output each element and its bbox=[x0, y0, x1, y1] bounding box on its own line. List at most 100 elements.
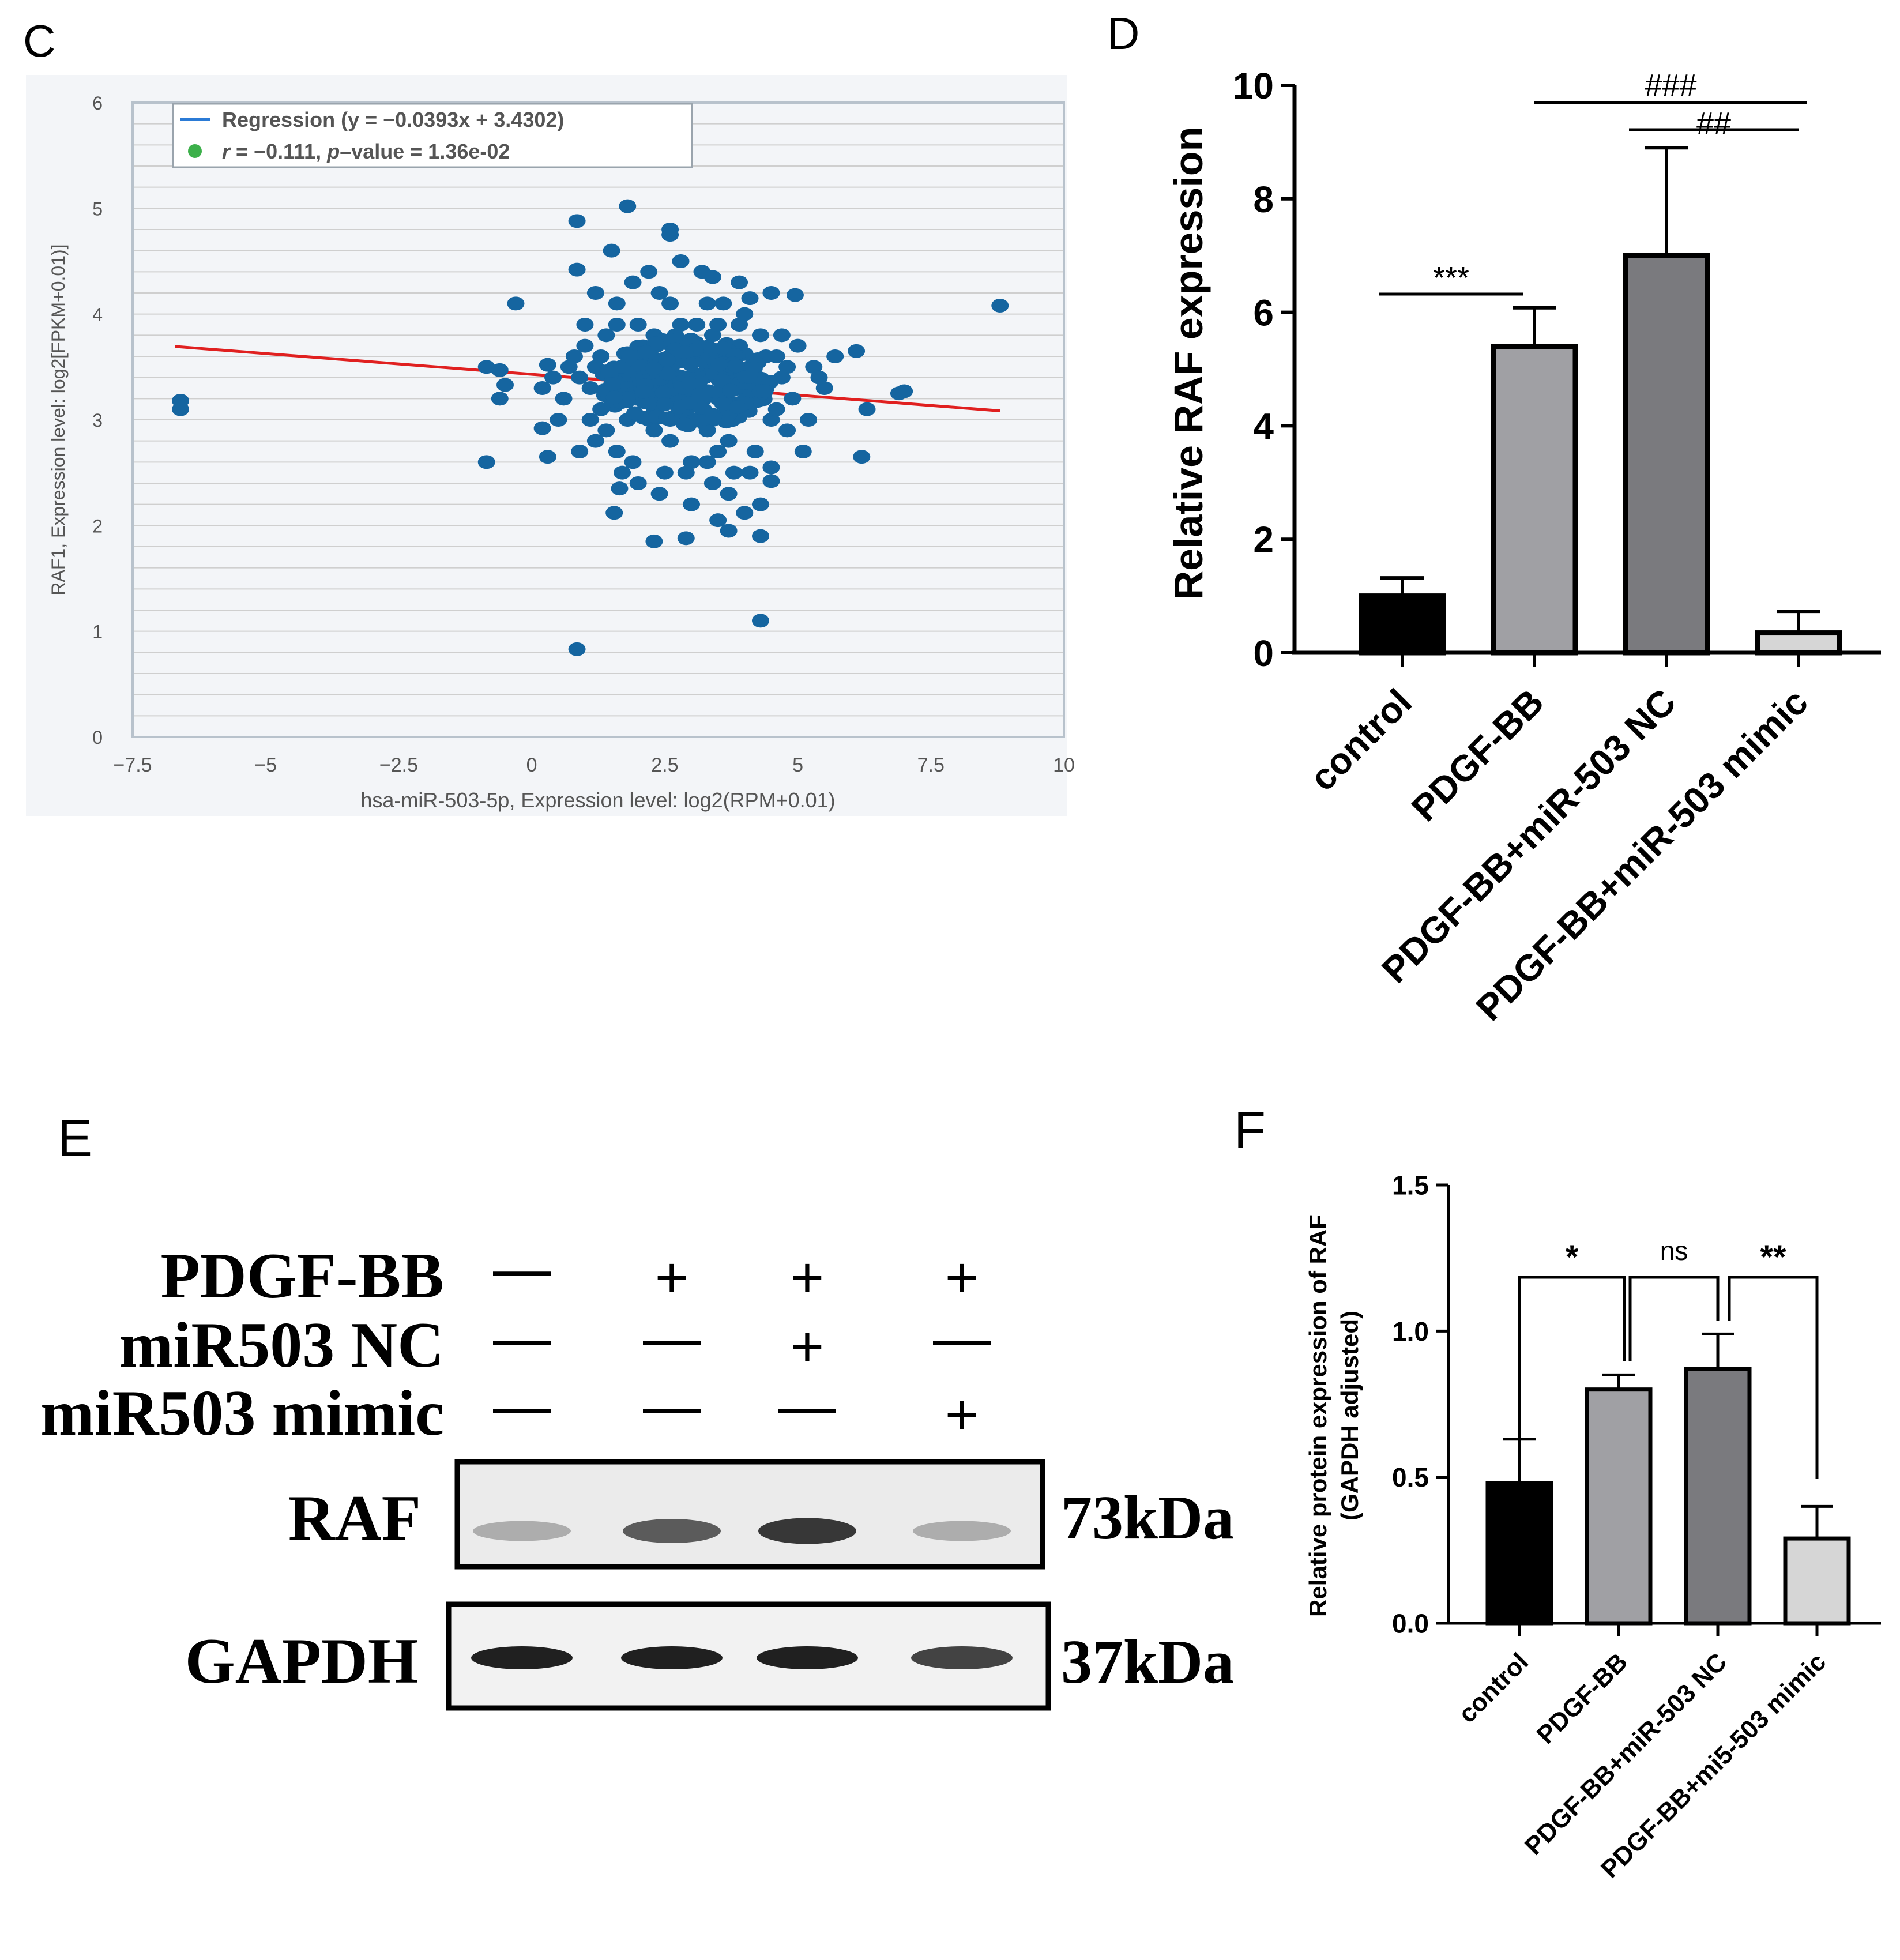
scatter-point bbox=[568, 214, 586, 228]
scatter-point bbox=[800, 413, 818, 427]
scatter-point bbox=[698, 296, 716, 311]
bar-chart-relative-protein-expression: 0.0 0.5 1.0 1.5 * ns ** controlPDGF-BBPDGF-BB… bbox=[1304, 1171, 1881, 1883]
scatter-point bbox=[654, 385, 672, 400]
scatter-point bbox=[491, 363, 509, 377]
scatter-point bbox=[751, 614, 769, 628]
scatter-point bbox=[637, 345, 654, 359]
scatter-point bbox=[565, 349, 583, 363]
d-bar bbox=[1359, 593, 1446, 656]
scatter-point bbox=[571, 445, 589, 458]
scatter-point bbox=[762, 460, 780, 475]
scatter-point bbox=[762, 286, 780, 300]
scatter-point bbox=[677, 465, 695, 480]
scatter-point bbox=[650, 487, 668, 501]
scatter-point bbox=[576, 338, 594, 353]
f-significance-bracket bbox=[1628, 1276, 1720, 1361]
scatter-point bbox=[645, 361, 663, 375]
scatter-point bbox=[603, 377, 621, 391]
scatter-point bbox=[477, 455, 495, 469]
scatter-point bbox=[507, 296, 525, 311]
scatter-background bbox=[26, 75, 1067, 816]
scatter-point bbox=[786, 288, 804, 302]
blot-bands bbox=[471, 1518, 1013, 1669]
scatter-y-axis-label: RAF1, Expression level: log2[FPKM+0.01)] bbox=[48, 244, 69, 595]
scatter-x-tick-label: 2.5 bbox=[651, 754, 678, 776]
legend-correlation-dot bbox=[188, 144, 202, 158]
scatter-point bbox=[600, 366, 618, 380]
scatter-point bbox=[608, 445, 626, 458]
scatter-point bbox=[727, 359, 745, 373]
scatter-point bbox=[858, 402, 876, 416]
blot-band bbox=[757, 1646, 858, 1669]
scatter-point bbox=[741, 291, 759, 306]
scatter-y-tick-label: 4 bbox=[92, 304, 103, 325]
f-significance-label: ** bbox=[1760, 1239, 1786, 1276]
treatment-minus-sign: — bbox=[493, 1306, 551, 1370]
scatter-panel: 0 1 2 3 4 5 6 −7.5 −5 −2.5 0 2.5 5 7.5 10 Regression (… bbox=[26, 75, 1075, 816]
scatter-point bbox=[683, 455, 700, 469]
scatter-point bbox=[621, 349, 639, 364]
scatter-point bbox=[762, 413, 780, 427]
treatment-minus-sign: — bbox=[778, 1374, 836, 1438]
blot-band bbox=[913, 1521, 1011, 1541]
treatment-minus-sign: — bbox=[643, 1374, 701, 1438]
treatment-plus-sign: + bbox=[791, 1315, 824, 1379]
scatter-point bbox=[683, 497, 700, 511]
blot-band bbox=[621, 1646, 723, 1669]
d-significance-markers: *** ##### bbox=[1379, 68, 1807, 296]
scatter-point bbox=[731, 275, 748, 289]
scatter-point bbox=[491, 392, 509, 406]
scatter-x-tick-label: −7.5 bbox=[113, 754, 152, 776]
treatment-plus-sign: + bbox=[791, 1246, 824, 1310]
scatter-point bbox=[586, 434, 604, 448]
scatter-point bbox=[740, 370, 758, 384]
treatment-table: PDGF-BB — + + +miR503 NC — — + —miR503 mimic — — — + bbox=[40, 1236, 991, 1449]
treatment-minus-sign: — bbox=[493, 1374, 551, 1438]
f-y-tick-label: 0.5 bbox=[1392, 1462, 1429, 1492]
scatter-point bbox=[571, 370, 589, 385]
f-bars bbox=[1485, 1332, 1851, 1636]
legend-box bbox=[172, 103, 693, 168]
scatter-point bbox=[848, 344, 866, 358]
scatter-point bbox=[672, 318, 690, 332]
d-y-tick-label: 2 bbox=[1253, 519, 1274, 560]
raf-blot-box bbox=[454, 1459, 1045, 1570]
d-y-tick-label: 6 bbox=[1253, 292, 1274, 334]
scatter-point bbox=[789, 338, 807, 353]
scatter-point bbox=[626, 406, 644, 420]
f-y-tick-label: 1.5 bbox=[1392, 1171, 1429, 1201]
scatter-point bbox=[717, 415, 735, 429]
scatter-point bbox=[682, 357, 699, 371]
scatter-point bbox=[496, 378, 514, 392]
scatter-point bbox=[794, 445, 812, 458]
scatter-x-tick-label: 10 bbox=[1053, 754, 1075, 776]
scatter-point bbox=[698, 455, 716, 469]
scatter-point bbox=[709, 318, 727, 332]
f-bar bbox=[1485, 1481, 1553, 1626]
gapdh-blot-label: GAPDH bbox=[185, 1626, 418, 1697]
scatter-x-tick-label: 7.5 bbox=[917, 754, 945, 776]
scatter-point bbox=[810, 370, 828, 385]
scatter-point bbox=[720, 524, 738, 538]
scatter-point bbox=[703, 328, 721, 343]
scatter-point bbox=[658, 353, 676, 367]
scatter-point bbox=[680, 376, 698, 390]
scatter-point bbox=[773, 328, 791, 343]
treatment-minus-sign: — bbox=[933, 1306, 991, 1370]
scatter-point bbox=[614, 465, 631, 480]
scatter-point bbox=[645, 534, 663, 548]
scatter-point bbox=[603, 243, 620, 258]
treatment-plus-sign: + bbox=[945, 1383, 979, 1447]
f-significance-bracket bbox=[1518, 1276, 1626, 1439]
treatment-plus-sign: + bbox=[945, 1246, 979, 1310]
scatter-point bbox=[581, 413, 599, 427]
scatter-point bbox=[751, 529, 769, 543]
scatter-point bbox=[691, 387, 709, 401]
raf-blot-label: RAF bbox=[288, 1483, 421, 1554]
scatter-point bbox=[661, 228, 679, 242]
legend-regression-label: Regression (y = −0.0393x + 3.4302) bbox=[222, 108, 564, 131]
f-y-axis-label-line1: Relative protein expression of RAF bbox=[1304, 1214, 1331, 1617]
